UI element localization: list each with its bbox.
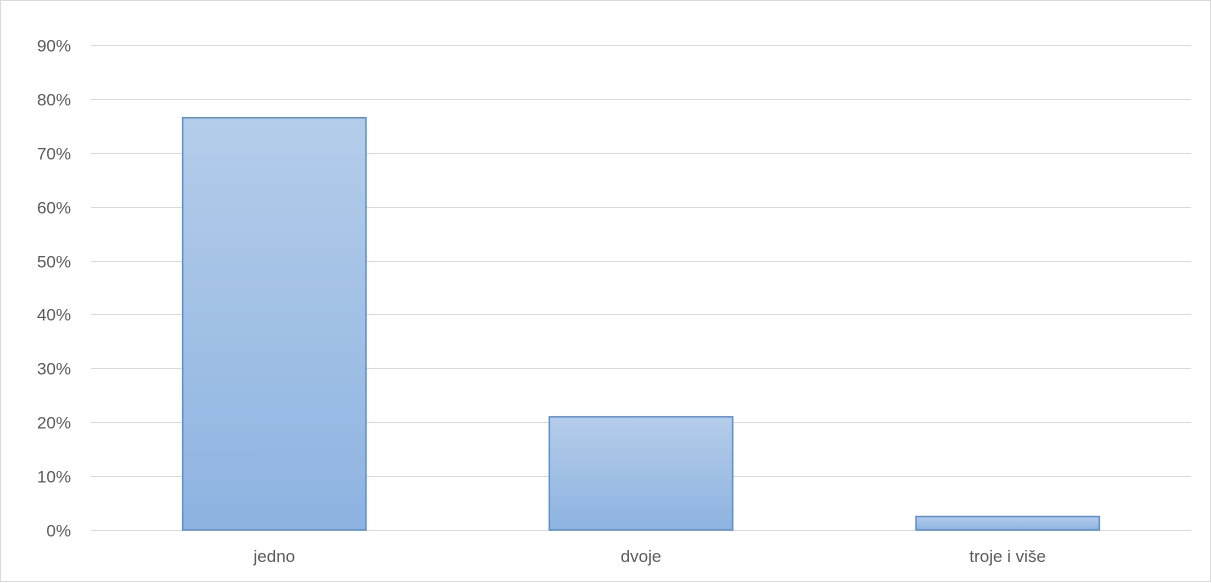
bar-jedno [181,117,367,531]
x-axis-tick-labels: jedno dvoje troje i više [253,547,1046,566]
y-tick-label: 10% [37,468,71,487]
y-tick-label: 60% [37,199,71,218]
bars [181,117,1101,531]
y-axis-tick-labels: 0% 10% 20% 30% 40% 50% 60% 70% 80% 90% [37,37,71,541]
y-tick-label: 70% [37,145,71,164]
bar-troje-i-više [915,515,1101,531]
x-tick-label: jedno [253,547,296,566]
x-tick-label: dvoje [621,547,662,566]
y-tick-label: 80% [37,91,71,110]
y-tick-label: 40% [37,306,71,325]
y-tick-label: 50% [37,253,71,272]
x-tick-label: troje i više [969,547,1046,566]
y-tick-label: 90% [37,37,71,56]
y-tick-label: 30% [37,360,71,379]
y-tick-label: 0% [46,522,71,541]
bar-dvoje [548,416,734,531]
y-tick-label: 20% [37,414,71,433]
